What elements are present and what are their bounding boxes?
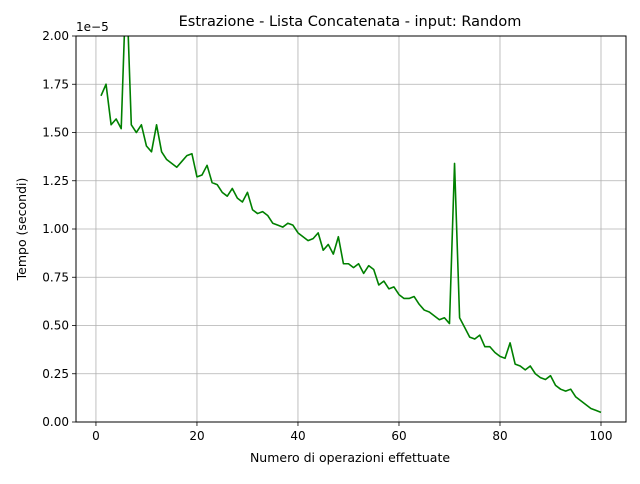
x-axis-label: Numero di operazioni effettuate xyxy=(250,450,450,465)
grid-lines xyxy=(76,36,626,422)
y-tick-label: 1.25 xyxy=(42,174,69,188)
x-tick-label: 100 xyxy=(590,429,613,443)
chart-title: Estrazione - Lista Concatenata - input: … xyxy=(179,14,522,30)
axis-ticks: 0 20 40 60 80 100 0.00 0.25 0.50 0.75 1.00 1.25 1.50… xyxy=(42,29,612,443)
y-tick-label: 0.25 xyxy=(42,367,69,381)
y-tick-label: 0.75 xyxy=(42,270,69,284)
series-line-0 xyxy=(101,0,601,412)
y-axis-offset-text: 1e−5 xyxy=(76,20,109,34)
x-tick-label: 40 xyxy=(290,429,305,443)
x-tick-label: 20 xyxy=(189,429,204,443)
x-tick-label: 80 xyxy=(492,429,507,443)
y-tick-label: 0.50 xyxy=(42,319,69,333)
y-tick-label: 0.00 xyxy=(42,415,69,429)
y-tick-label: 1.00 xyxy=(42,222,69,236)
x-tick-label: 0 xyxy=(92,429,100,443)
y-tick-label: 1.50 xyxy=(42,126,69,140)
y-tick-label: 2.00 xyxy=(42,29,69,43)
plot-area xyxy=(101,0,601,412)
x-tick-label: 60 xyxy=(391,429,406,443)
y-tick-label: 1.75 xyxy=(42,77,69,91)
y-axis-label: Tempo (secondi) xyxy=(14,178,29,282)
